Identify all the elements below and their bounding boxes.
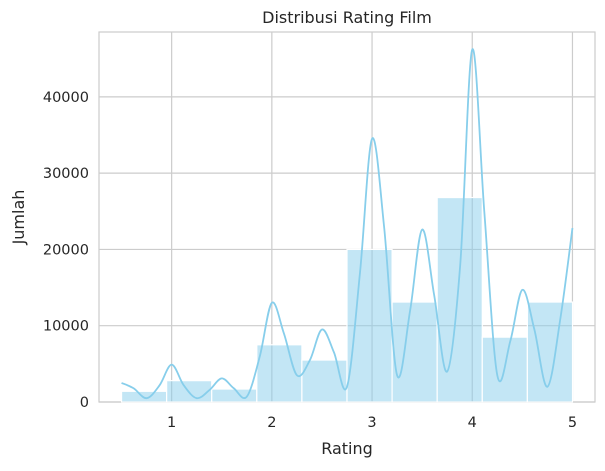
- y-tick-label: 0: [80, 395, 89, 411]
- y-tick-label: 20000: [43, 242, 89, 258]
- x-tick-label: 5: [568, 415, 577, 431]
- histogram-bar: [391, 301, 438, 403]
- histogram-bar: [526, 301, 574, 403]
- x-tick-label: 2: [267, 415, 276, 431]
- histogram-bar: [436, 196, 483, 403]
- x-axis-label: Rating: [321, 439, 373, 458]
- x-tick-label: 4: [468, 415, 477, 431]
- histogram-bar: [301, 359, 348, 403]
- histogram-bar: [256, 344, 303, 403]
- y-tick-label: 30000: [43, 166, 89, 182]
- y-axis-label: Jumlah: [9, 190, 28, 246]
- y-tick-label: 10000: [43, 319, 89, 335]
- kde-layer: [121, 48, 574, 400]
- x-tick-label: 1: [167, 415, 176, 431]
- kde-line: [121, 48, 574, 400]
- y-tick-label: 40000: [43, 90, 89, 106]
- ticks-layer: 1 2 3 4 5 0 10000 20000 30000 40000: [43, 90, 577, 431]
- histogram-bar: [346, 248, 393, 403]
- chart-title: Distribusi Rating Film: [262, 8, 432, 27]
- x-tick-label: 3: [367, 415, 376, 431]
